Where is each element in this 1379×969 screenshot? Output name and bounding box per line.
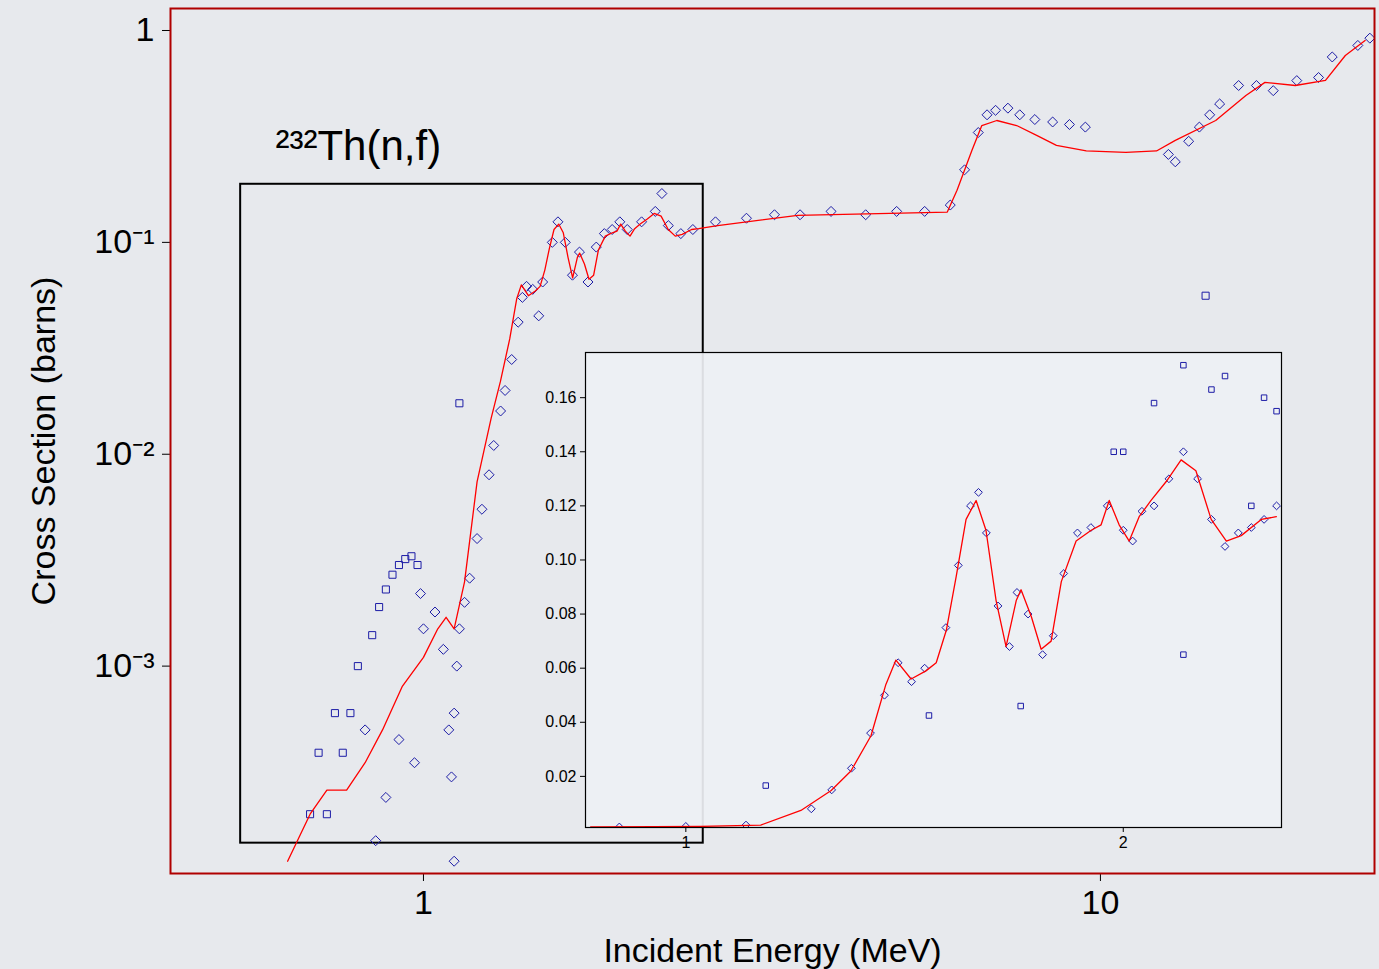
svg-text:1: 1 bbox=[414, 883, 433, 921]
svg-text:Cross Section (barns): Cross Section (barns) bbox=[24, 277, 62, 606]
svg-text:0.04: 0.04 bbox=[545, 713, 576, 730]
svg-text:0.12: 0.12 bbox=[545, 497, 576, 514]
svg-text:²³²Th(n,f): ²³²Th(n,f) bbox=[276, 122, 442, 169]
svg-text:2: 2 bbox=[1119, 834, 1128, 851]
svg-text:1: 1 bbox=[136, 10, 155, 48]
svg-text:10⁻¹: 10⁻¹ bbox=[94, 222, 154, 260]
svg-text:0.14: 0.14 bbox=[545, 443, 576, 460]
svg-text:0.16: 0.16 bbox=[545, 389, 576, 406]
svg-text:Incident Energy (MeV): Incident Energy (MeV) bbox=[603, 931, 941, 969]
svg-text:0.08: 0.08 bbox=[545, 605, 576, 622]
svg-text:10⁻²: 10⁻² bbox=[94, 434, 154, 472]
svg-text:0.10: 0.10 bbox=[545, 551, 576, 568]
svg-text:0.06: 0.06 bbox=[545, 659, 576, 676]
svg-text:1: 1 bbox=[681, 834, 690, 851]
svg-text:10: 10 bbox=[1082, 883, 1120, 921]
svg-text:10⁻³: 10⁻³ bbox=[94, 646, 154, 684]
svg-text:0.02: 0.02 bbox=[545, 767, 576, 784]
